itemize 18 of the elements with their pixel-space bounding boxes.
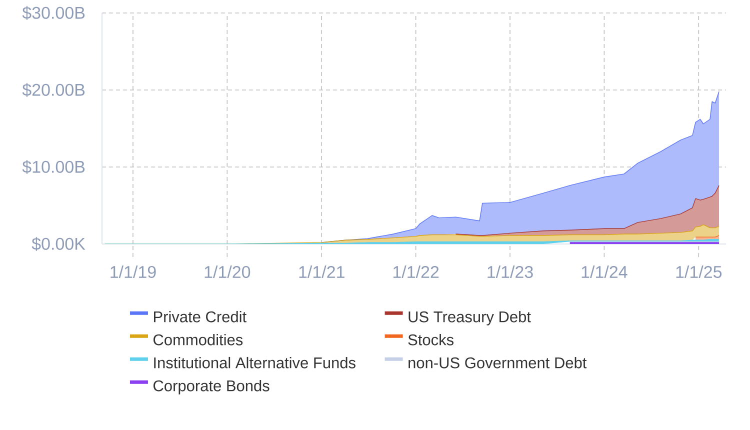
legend-label: Commodities	[154, 334, 243, 346]
y-tick-label: $30.00B	[22, 6, 85, 20]
legend-label: Stocks	[408, 334, 454, 346]
x-tick-label: 1/1/23	[488, 266, 533, 278]
x-tick-label: 1/1/25	[676, 266, 722, 278]
legend-label: US Treasury Debt	[408, 310, 531, 326]
y-tick-label: $10.00B	[22, 160, 85, 174]
y-tick-label: $0.00K	[32, 237, 86, 251]
y-tick-label: $20.00B	[22, 83, 85, 97]
x-tick-label: 1/1/22	[393, 266, 439, 278]
x-tick-label: 1/1/20	[204, 266, 250, 278]
legend-label: non-US Government Debt	[408, 356, 587, 368]
legend-label: Corporate Bonds	[154, 380, 270, 394]
x-tick-label: 1/1/21	[299, 266, 344, 278]
x-tick-label: 1/1/24	[582, 266, 628, 278]
legend-label: Private Credit	[154, 310, 246, 322]
x-tick-label: 1/1/19	[110, 266, 156, 278]
legend-label: Institutional Alternative Funds	[154, 356, 356, 368]
